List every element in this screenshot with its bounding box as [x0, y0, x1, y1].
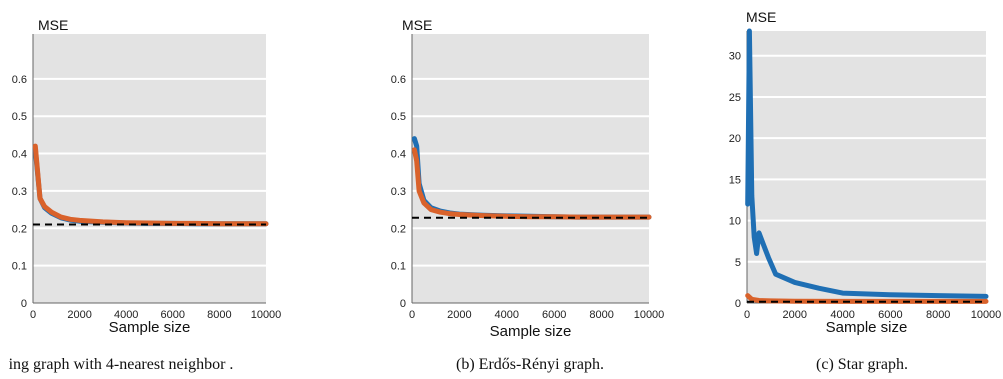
y-tick-label: 0.5 [12, 111, 27, 123]
chart-panel-2: 0 0.1 0.2 0.3 0.4 0.5 0.6 0 2000 4000 6000 8000 1000… [391, 17, 665, 373]
y-tick-label: 20 [729, 133, 741, 145]
y-tick-label: 30 [729, 51, 741, 63]
plot-background [412, 34, 649, 303]
y-tick-label: 0.3 [12, 186, 27, 198]
x-tick-label: 0 [30, 309, 36, 321]
y-tick-label: 0.1 [391, 261, 406, 273]
y-tick-label: 10 [729, 216, 741, 228]
x-tick-label: 8000 [207, 309, 231, 321]
plot-background [747, 31, 986, 303]
figure-caption: ing graph with 4-nearest neighbor . [9, 356, 234, 373]
y-tick-label: 0.1 [12, 261, 27, 273]
x-tick-label: 8000 [589, 309, 613, 321]
y-tick-label: 0 [735, 298, 741, 310]
y-tick-label: 0.2 [391, 223, 406, 235]
x-axis-label: Sample size [490, 323, 572, 340]
plot-background [33, 34, 266, 303]
y-tick-label: 0.4 [391, 149, 406, 161]
series-line-2 [745, 293, 989, 304]
x-tick-label: 6000 [878, 309, 902, 321]
x-tick-label: 4000 [830, 309, 854, 321]
y-tick-label: 5 [735, 257, 741, 269]
x-tick-label: 8000 [926, 309, 950, 321]
series-line-1 [745, 28, 989, 299]
x-tick-label: 0 [744, 309, 750, 321]
y-tick-label: 0 [21, 298, 27, 310]
x-tick-label: 6000 [161, 309, 185, 321]
x-tick-label: 10000 [634, 309, 665, 321]
y-tick-label: 0.4 [12, 149, 27, 161]
y-tick-label: 0.6 [391, 74, 406, 86]
y-tick-label: 0.2 [12, 223, 27, 235]
x-axis-label: Sample size [109, 319, 191, 336]
y-tick-label: 25 [729, 92, 741, 104]
x-tick-label: 4000 [114, 309, 138, 321]
y-tick-label: 0.3 [391, 186, 406, 198]
x-tick-label: 6000 [542, 309, 566, 321]
series-line-2 [411, 147, 652, 220]
y-axis-label: MSE [402, 17, 432, 33]
y-tick-label: 0 [400, 298, 406, 310]
x-axis-label: Sample size [826, 319, 908, 336]
x-tick-label: 2000 [447, 309, 471, 321]
figure-caption: (c) Star graph. [816, 356, 908, 373]
x-tick-label: 2000 [783, 309, 807, 321]
x-tick-label: 10000 [971, 309, 1002, 321]
x-tick-label: 4000 [495, 309, 519, 321]
y-tick-label: 0.6 [12, 74, 27, 86]
y-axis-label: MSE [38, 17, 68, 33]
chart-panel-3: 0 5 10 15 20 25 30 0 2000 4000 6000 8000 10000 MSE Sam… [729, 9, 1002, 373]
y-axis-label: MSE [746, 9, 776, 25]
x-tick-label: 10000 [251, 309, 282, 321]
x-tick-label: 0 [409, 309, 415, 321]
x-tick-label: 2000 [67, 309, 91, 321]
series-line-2 [32, 143, 269, 227]
figure-caption: (b) Erdős-Rényi graph. [456, 356, 604, 373]
chart-panel-1: 0 0.1 0.2 0.3 0.4 0.5 0.6 0 2000 4000 6000 8000 1000… [9, 17, 282, 373]
y-tick-label: 0.5 [391, 111, 406, 123]
y-tick-label: 15 [729, 174, 741, 186]
